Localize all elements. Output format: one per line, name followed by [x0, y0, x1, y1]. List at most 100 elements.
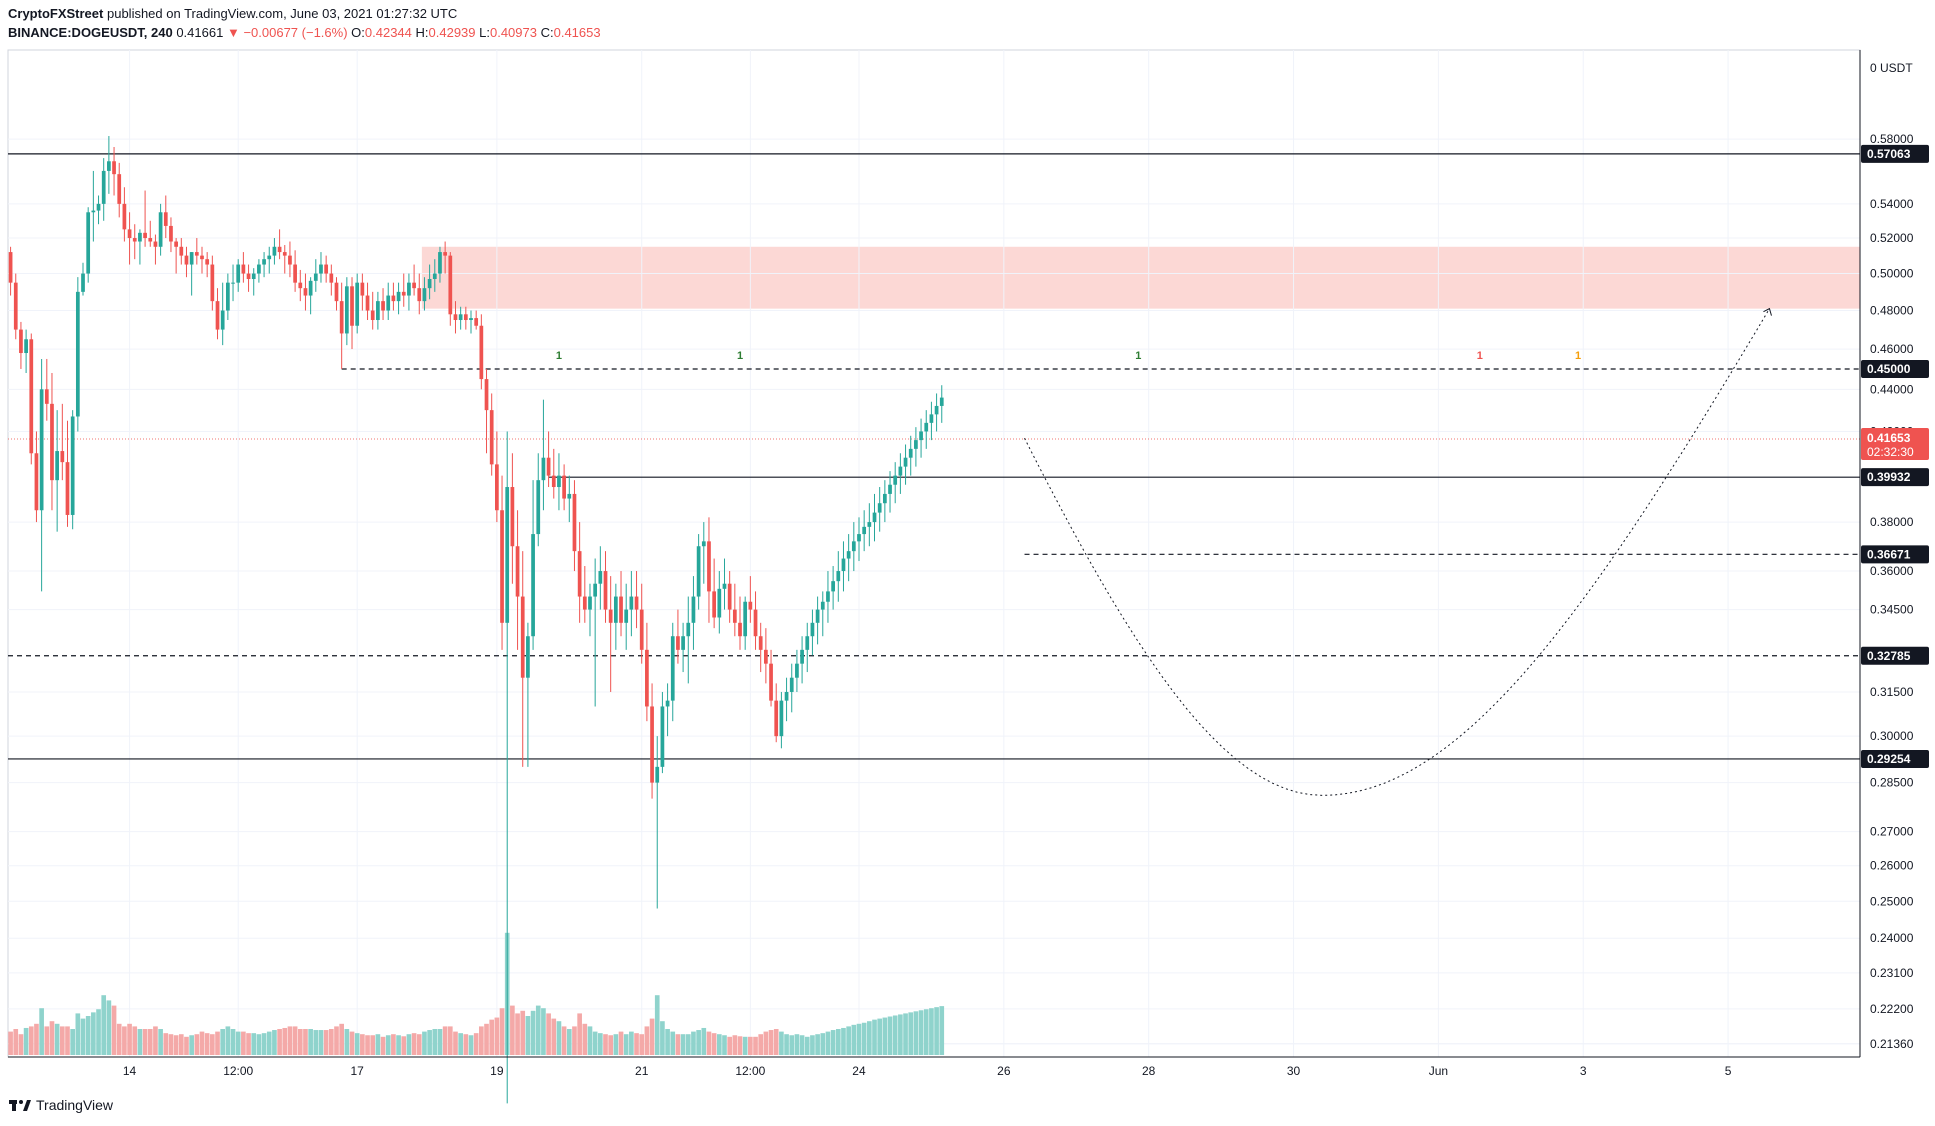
candle-body[interactable]: [764, 649, 768, 664]
candle-body[interactable]: [443, 252, 447, 256]
candle-body[interactable]: [851, 541, 856, 552]
candle-body[interactable]: [551, 475, 556, 488]
candle-body[interactable]: [639, 609, 644, 650]
candle-body[interactable]: [117, 174, 122, 204]
candle-body[interactable]: [939, 397, 944, 406]
candle-body[interactable]: [267, 255, 272, 260]
candle-body[interactable]: [127, 229, 132, 239]
candle-body[interactable]: [484, 379, 489, 411]
candle-body[interactable]: [412, 282, 416, 289]
candle-body[interactable]: [779, 700, 784, 737]
candle-body[interactable]: [422, 288, 427, 302]
candle-body[interactable]: [650, 706, 654, 783]
candle-body[interactable]: [231, 282, 235, 284]
candle-body[interactable]: [469, 318, 473, 321]
candle-body[interactable]: [463, 314, 468, 321]
candle-body[interactable]: [107, 161, 111, 171]
candle-body[interactable]: [520, 596, 525, 678]
candle-body[interactable]: [929, 414, 934, 423]
candle-body[interactable]: [262, 259, 266, 265]
candle-body[interactable]: [691, 596, 696, 623]
candle-body[interactable]: [194, 252, 199, 256]
candle-body[interactable]: [598, 571, 603, 584]
candle-body[interactable]: [75, 291, 80, 417]
candle-body[interactable]: [624, 609, 629, 623]
candle-body[interactable]: [432, 273, 437, 280]
candle-body[interactable]: [236, 264, 241, 283]
candle-body[interactable]: [603, 571, 608, 610]
candle-body[interactable]: [815, 609, 820, 623]
candle-body[interactable]: [613, 596, 618, 623]
candle-body[interactable]: [39, 389, 44, 511]
candle-body[interactable]: [784, 691, 789, 701]
candle-body[interactable]: [138, 232, 142, 242]
candle-body[interactable]: [546, 457, 551, 476]
candle-body[interactable]: [914, 440, 918, 449]
candle-body[interactable]: [489, 410, 494, 465]
candle-body[interactable]: [355, 282, 360, 326]
candle-body[interactable]: [391, 295, 396, 302]
candle-body[interactable]: [882, 493, 887, 504]
publisher-name[interactable]: CryptoFXStreet: [8, 6, 104, 21]
candle-body[interactable]: [665, 700, 670, 707]
candle-body[interactable]: [101, 170, 106, 204]
candle-body[interactable]: [686, 622, 691, 637]
candle-body[interactable]: [112, 161, 116, 175]
candle-body[interactable]: [541, 457, 546, 481]
candle-body[interactable]: [272, 246, 277, 256]
candle-body[interactable]: [536, 480, 541, 535]
candle-body[interactable]: [50, 403, 54, 481]
tradingview-brand[interactable]: TradingView: [8, 1097, 113, 1113]
candle-body[interactable]: [893, 475, 898, 485]
candle-body[interactable]: [55, 451, 60, 481]
candle-body[interactable]: [65, 462, 70, 515]
candle-body[interactable]: [257, 264, 261, 274]
candle-body[interactable]: [13, 282, 18, 330]
candle-body[interactable]: [898, 466, 903, 476]
candle-body[interactable]: [29, 339, 34, 454]
candle-body[interactable]: [453, 314, 458, 321]
candle-body[interactable]: [350, 286, 354, 326]
candle-body[interactable]: [872, 512, 877, 523]
candle-body[interactable]: [562, 475, 566, 499]
candle-body[interactable]: [288, 255, 292, 265]
candle-body[interactable]: [769, 663, 773, 701]
candle-body[interactable]: [220, 310, 225, 330]
candle-body[interactable]: [417, 288, 422, 302]
candle-body[interactable]: [645, 649, 649, 707]
candle-body[interactable]: [396, 291, 401, 302]
candle-body[interactable]: [655, 766, 660, 783]
candle-body[interactable]: [800, 649, 804, 664]
candle-body[interactable]: [143, 232, 147, 239]
candle-body[interactable]: [474, 318, 479, 326]
candle-body[interactable]: [179, 246, 184, 256]
candle-body[interactable]: [707, 541, 711, 592]
candle-body[interactable]: [908, 448, 913, 458]
candle-body[interactable]: [132, 238, 137, 242]
candle-body[interactable]: [919, 431, 923, 441]
candle-body[interactable]: [298, 282, 303, 289]
candle-body[interactable]: [438, 252, 442, 274]
candle-body[interactable]: [888, 484, 892, 494]
candle-body[interactable]: [831, 581, 835, 592]
candle-body[interactable]: [210, 264, 215, 302]
candle-body[interactable]: [732, 609, 737, 623]
candle-body[interactable]: [774, 700, 779, 737]
candle-body[interactable]: [246, 273, 251, 280]
candle-body[interactable]: [91, 210, 96, 213]
candle-body[interactable]: [386, 295, 391, 311]
candle-body[interactable]: [567, 493, 572, 499]
candle-body[interactable]: [857, 534, 861, 542]
candle-body[interactable]: [225, 282, 230, 311]
candle-body[interactable]: [676, 636, 680, 650]
candle-body[interactable]: [163, 212, 168, 226]
candle-body[interactable]: [184, 255, 189, 265]
candle-body[interactable]: [670, 636, 675, 701]
candle-body[interactable]: [629, 596, 634, 610]
candle-body[interactable]: [634, 596, 639, 610]
candle-body[interactable]: [215, 301, 220, 330]
candle-body[interactable]: [862, 526, 867, 535]
currency-label[interactable]: 0 USDT: [1870, 61, 1913, 75]
candle-body[interactable]: [70, 416, 75, 515]
